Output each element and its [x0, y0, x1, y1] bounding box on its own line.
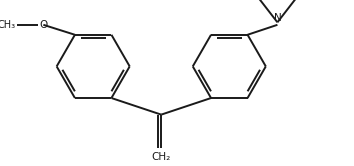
Text: N: N — [274, 13, 281, 23]
Text: CH₂: CH₂ — [152, 152, 171, 162]
Text: O: O — [39, 20, 47, 30]
Text: CH₃: CH₃ — [0, 20, 15, 30]
